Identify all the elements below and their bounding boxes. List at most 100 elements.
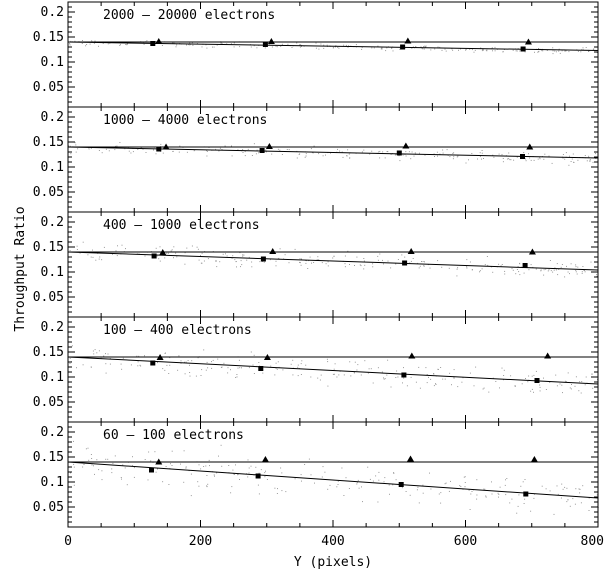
noise-point <box>69 250 71 252</box>
noise-point <box>502 161 504 163</box>
noise-point <box>575 488 577 490</box>
noise-point <box>481 158 482 160</box>
noise-point <box>173 257 174 259</box>
noise-point <box>543 274 545 276</box>
x-tick-label: 400 <box>321 534 344 549</box>
triangle-marker <box>404 37 412 44</box>
noise-point <box>425 45 427 47</box>
noise-point <box>589 160 591 162</box>
noise-point <box>457 267 459 269</box>
noise-point <box>301 480 302 482</box>
noise-point <box>299 153 301 155</box>
noise-point <box>457 155 459 157</box>
noise-point <box>349 264 350 265</box>
noise-point <box>439 153 441 155</box>
noise-point <box>556 263 558 265</box>
noise-point <box>75 144 77 146</box>
noise-point <box>338 47 340 49</box>
noise-point <box>464 486 466 488</box>
noise-point <box>554 267 556 269</box>
noise-point <box>133 476 135 478</box>
noise-point <box>237 473 239 475</box>
noise-point <box>176 256 178 258</box>
noise-point <box>125 44 127 45</box>
noise-point <box>588 155 590 157</box>
noise-point <box>511 268 513 270</box>
noise-point <box>364 264 366 266</box>
noise-point <box>91 464 93 466</box>
noise-point <box>372 480 374 482</box>
noise-point <box>498 493 500 495</box>
noise-point <box>419 387 421 389</box>
noise-point <box>345 477 347 479</box>
noise-point <box>153 149 154 151</box>
noise-point <box>315 42 317 44</box>
noise-point <box>93 465 94 467</box>
noise-point <box>581 49 583 51</box>
noise-point <box>440 502 442 504</box>
noise-point <box>465 162 467 164</box>
noise-point <box>221 149 223 150</box>
noise-point <box>403 367 404 369</box>
noise-point <box>582 266 584 267</box>
noise-point <box>453 156 455 158</box>
triangle-marker <box>526 143 534 150</box>
noise-point <box>233 46 235 48</box>
noise-point <box>206 47 208 49</box>
noise-point <box>240 260 242 262</box>
noise-point <box>570 263 572 265</box>
noise-point <box>499 486 501 488</box>
noise-point <box>300 46 302 47</box>
y-tick-label: 0.15 <box>33 135 64 150</box>
noise-point <box>242 255 244 257</box>
noise-point <box>299 262 301 264</box>
noise-point <box>337 480 339 482</box>
noise-point <box>68 145 70 147</box>
noise-point <box>184 263 186 265</box>
noise-point <box>453 152 455 154</box>
noise-point <box>512 49 514 51</box>
noise-point <box>485 50 487 52</box>
noise-point <box>578 390 580 392</box>
noise-point <box>201 46 203 48</box>
noise-point <box>562 157 564 159</box>
noise-point <box>479 155 481 157</box>
noise-point <box>534 51 535 53</box>
noise-point <box>356 369 358 371</box>
noise-point <box>426 382 428 384</box>
noise-point <box>564 50 566 52</box>
noise-point <box>363 260 365 262</box>
noise-point <box>434 48 436 50</box>
noise-point <box>399 48 401 50</box>
noise-point <box>147 479 149 481</box>
noise-point <box>540 269 542 271</box>
noise-point <box>130 364 132 366</box>
noise-point <box>596 274 598 276</box>
noise-point <box>483 387 485 389</box>
noise-point <box>105 363 107 365</box>
noise-point <box>434 156 435 157</box>
noise-point <box>510 375 512 377</box>
noise-point <box>393 472 395 474</box>
noise-point <box>299 261 300 263</box>
noise-point <box>162 368 164 370</box>
noise-point <box>562 154 564 155</box>
noise-point <box>184 373 186 375</box>
noise-point <box>503 379 504 381</box>
noise-point <box>575 266 577 268</box>
noise-point <box>444 483 446 485</box>
noise-point <box>566 265 567 267</box>
noise-point <box>344 266 346 268</box>
noise-point <box>317 377 319 379</box>
noise-point <box>87 254 89 256</box>
noise-point <box>180 463 181 465</box>
noise-point <box>459 48 461 50</box>
square-marker <box>262 42 268 47</box>
noise-point <box>369 478 371 480</box>
noise-point <box>215 148 217 150</box>
noise-point <box>560 497 562 499</box>
noise-point <box>473 385 475 387</box>
noise-point <box>348 488 350 489</box>
noise-point <box>222 253 224 255</box>
noise-point <box>465 49 466 51</box>
